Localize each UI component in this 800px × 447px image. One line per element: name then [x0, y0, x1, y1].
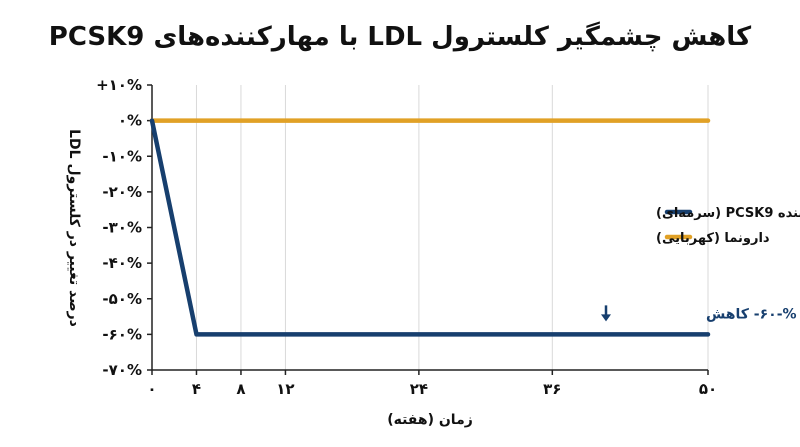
- series: [149, 118, 711, 337]
- legend-label: مهارکننده PCSK9 (سرمه‌ای): [656, 206, 800, 221]
- y-tick-label: -۲۰%: [102, 183, 142, 201]
- chart-title: کاهش چشمگیر کلسترول LDL با مهارکننده‌های…: [49, 21, 752, 52]
- y-tick-label: -۱۰%: [102, 147, 142, 165]
- x-tick-label: ۸: [236, 380, 245, 398]
- series-line-pcsk9: [149, 118, 711, 337]
- down-arrow-icon: [601, 305, 611, 322]
- grid: [195, 85, 709, 370]
- y-axis-ticks: +۱۰% ۰% -۱۰% -۲۰% -۳۰% -۴۰% -۵۰% -۶۰% -۷۰%: [96, 76, 152, 379]
- annotation: %-۶۰- کاهش: [601, 305, 797, 322]
- x-axis-ticks: ۰ ۴ ۸ ۱۲ ۲۴ ۳۶ ۵۰: [147, 370, 717, 398]
- x-tick-label: ۳۶: [543, 380, 561, 398]
- legend-label: دارونما (کهربایی): [656, 231, 770, 246]
- y-tick-label: -۵۰%: [102, 290, 142, 308]
- annotation-text: %-۶۰- کاهش: [706, 306, 797, 322]
- x-tick-label: ۴: [192, 380, 201, 398]
- y-tick-label: +۱۰%: [96, 76, 142, 94]
- x-tick-label: ۰: [147, 380, 156, 398]
- y-tick-label: -۳۰%: [102, 219, 142, 237]
- legend: مهارکننده PCSK9 (سرمه‌ای) دارونما (کهربای…: [656, 206, 800, 246]
- x-tick-label: ۱۲: [276, 380, 294, 398]
- y-tick-label: -۶۰%: [102, 325, 142, 343]
- x-tick-label: ۵۰: [699, 380, 717, 398]
- y-tick-label: -۷۰%: [102, 361, 142, 379]
- x-axis-label: زمان (هفته): [387, 412, 473, 428]
- axes: [151, 85, 708, 371]
- y-tick-label: ۰%: [118, 112, 142, 130]
- y-tick-label: -۴۰%: [102, 254, 142, 272]
- y-axis-label: درصد تغییر در کلسترول LDL: [66, 129, 82, 327]
- x-tick-label: ۲۴: [410, 380, 428, 398]
